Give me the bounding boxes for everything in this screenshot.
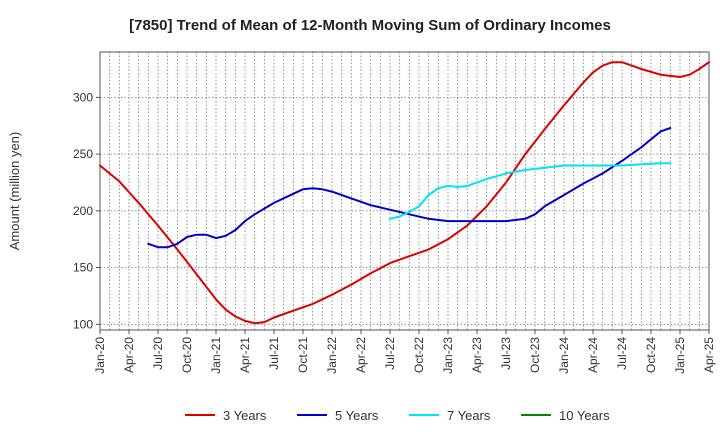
series-line-1 (99, 61, 710, 325)
x-axis-ticks: Jan-20 Apr-20 Jul-20 Oct-20 Jan-21 Apr-21 Jul-… (93, 330, 716, 374)
grid-layer (100, 52, 709, 330)
x-tick-label: Apr-22 (354, 337, 368, 373)
legend-label: 10 Years (559, 408, 610, 423)
legend: 3 Years 5 Years 7 Years 10 Years (185, 408, 610, 423)
y-tick-label: 300 (73, 90, 93, 104)
x-tick-label: Apr-23 (470, 337, 484, 373)
chart-title: [7850] Trend of Mean of 12-Month Moving … (129, 17, 611, 34)
x-tick-label: Jul-22 (383, 337, 397, 370)
x-tick-label: Apr-24 (586, 337, 600, 373)
series-line-2 (147, 127, 672, 249)
x-tick-label: Jan-24 (557, 337, 571, 374)
x-tick-label: Apr-21 (238, 337, 252, 373)
x-tick-label: Jan-22 (325, 337, 339, 374)
y-tick-label: 100 (73, 317, 93, 331)
y-axis-ticks: 100 150 200 250 300 (73, 90, 100, 331)
y-tick-label: 200 (73, 204, 93, 218)
y-tick-label: 150 (73, 261, 93, 275)
x-tick-label: Oct-23 (528, 337, 542, 373)
x-tick-label: Oct-24 (644, 337, 658, 373)
series-line-3 (389, 162, 672, 220)
legend-label: 5 Years (335, 408, 379, 423)
series-layer (99, 61, 710, 325)
plot-frame (99, 51, 710, 331)
x-tick-label: Oct-21 (296, 337, 310, 373)
x-tick-label: Jul-23 (499, 337, 513, 370)
x-tick-label: Jan-20 (93, 337, 107, 374)
x-tick-label: Jul-20 (151, 337, 165, 370)
x-tick-label: Apr-25 (702, 337, 716, 373)
x-tick-label: Jan-25 (673, 337, 687, 374)
x-tick-label: Jul-21 (267, 337, 281, 370)
legend-label: 3 Years (223, 408, 267, 423)
x-tick-label: Jan-23 (441, 337, 455, 374)
x-tick-label: Jul-24 (615, 337, 629, 370)
legend-label: 7 Years (447, 408, 491, 423)
y-tick-label: 250 (73, 147, 93, 161)
x-tick-label: Apr-20 (122, 337, 136, 373)
x-tick-label: Oct-22 (412, 337, 426, 373)
y-axis-label: Amount (million yen) (7, 132, 22, 251)
x-tick-label: Jan-21 (209, 337, 223, 374)
x-tick-label: Oct-20 (180, 337, 194, 373)
